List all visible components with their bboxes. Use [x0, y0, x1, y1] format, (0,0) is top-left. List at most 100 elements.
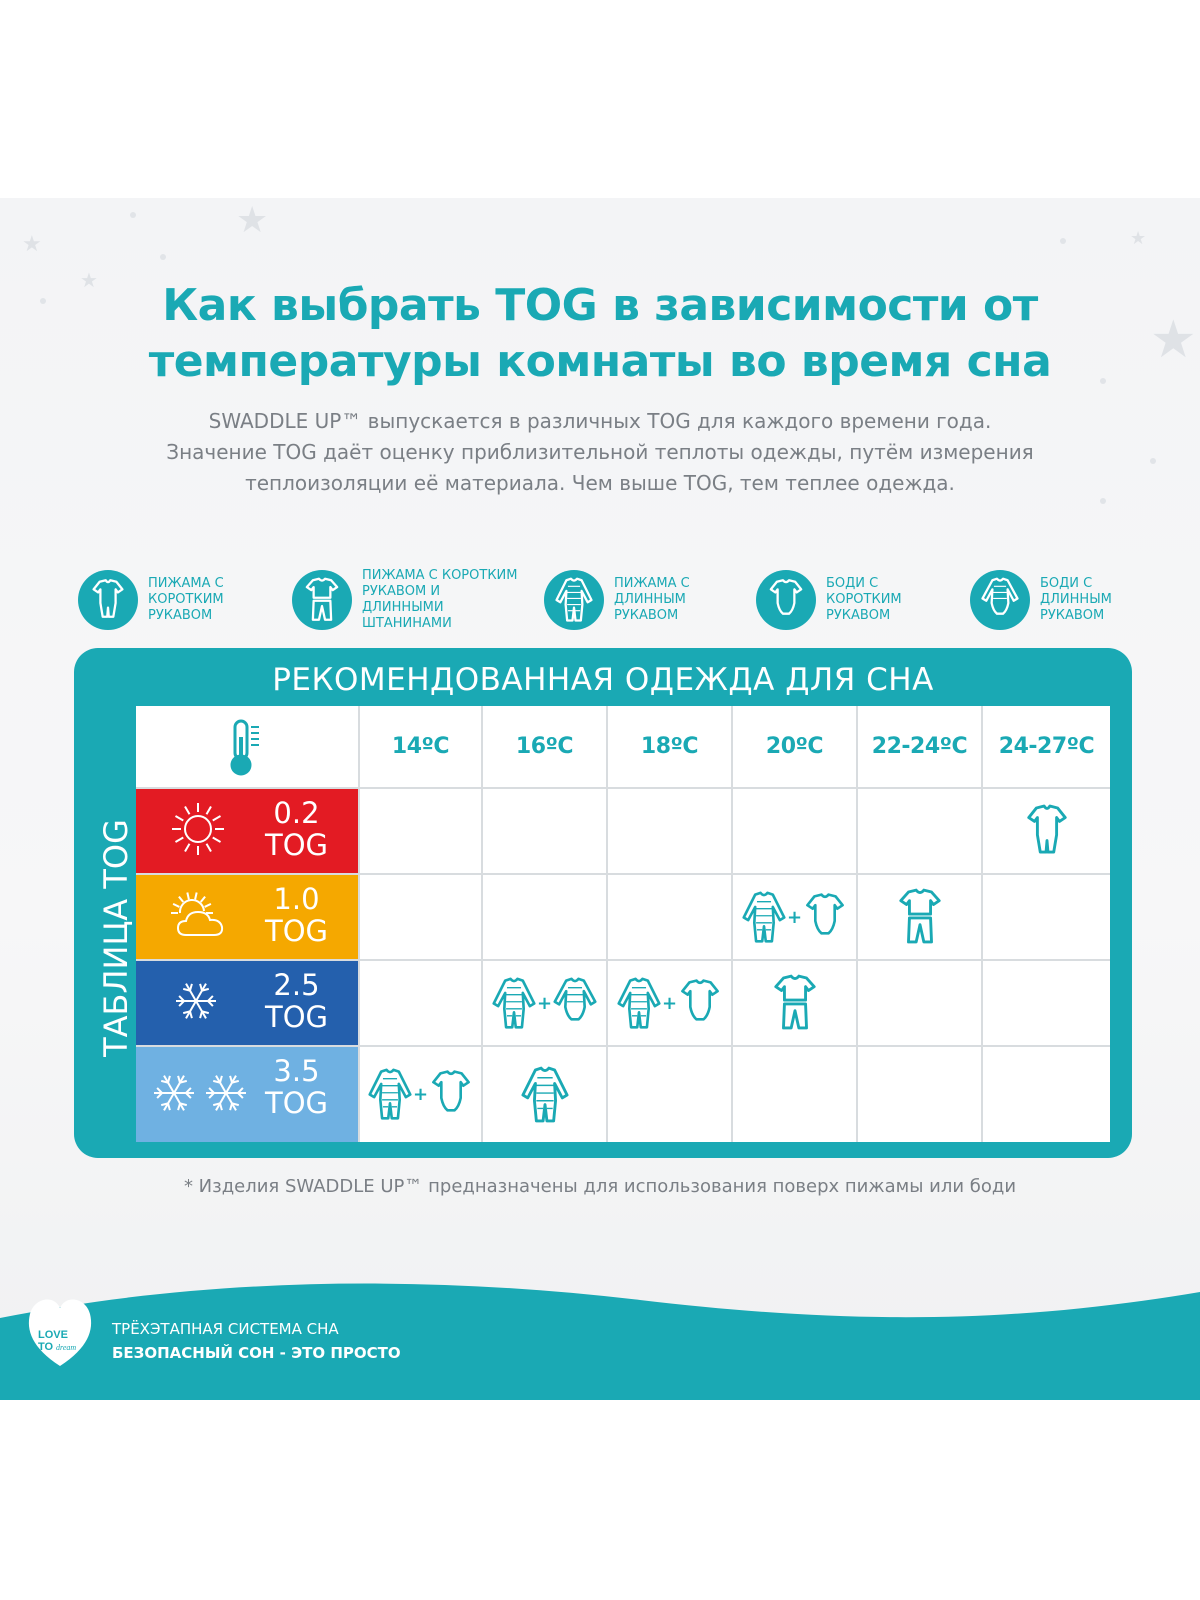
short-sleeve-romper-icon — [78, 570, 138, 630]
tog-value: 3.5 — [273, 1054, 320, 1088]
dot-decoration — [130, 212, 136, 218]
page-title: Как выбрать TOG в зависимости от темпера… — [0, 278, 1200, 390]
intro-line: SWADDLE UP™ выпускается в различных TOG … — [208, 409, 992, 433]
logo: LOVE TO dream — [28, 1299, 92, 1366]
legend-label-line: ШТАНИНАМИ — [362, 616, 452, 631]
short-sleeve-pyjama-set-icon — [771, 974, 819, 1032]
footnote: * Изделия SWADDLE UP™ предназначены для … — [183, 1176, 1017, 1197]
tog-value: 2.5 — [273, 968, 320, 1002]
tog-table-cell: + — [733, 875, 856, 959]
tog-table-cell — [360, 961, 481, 1045]
legend-label: ПИЖАМА С КОРОТКИМ РУКАВОМ И ДЛИННЫМИ ШТАНИН… — [362, 568, 518, 632]
tog-table-cell — [858, 875, 981, 959]
plus-sign: + — [661, 992, 678, 1014]
thermometer-icon — [230, 719, 259, 775]
tog-table-cell — [983, 789, 1110, 873]
temperature-header-cell: 16ºC — [483, 706, 606, 787]
long-sleeve-bodysuit-icon — [553, 977, 597, 1030]
legend-label-line: ПИЖАМА С — [148, 576, 224, 591]
tog-value-label: 1.0 TOG — [265, 883, 328, 947]
intro-text: SWADDLE UP™ выпускается в различных TOG … — [60, 406, 1140, 499]
long-sleeve-bodysuit-icon — [970, 570, 1030, 630]
tog-table-cell — [608, 789, 731, 873]
footer-slogan: БЕЗОПАСНЫЙ СОН - ЭТО ПРОСТО — [112, 1344, 401, 1362]
tog-table-cell — [983, 1047, 1110, 1142]
tog-row-header: 2.5 TOG — [136, 961, 358, 1045]
tog-unit: TOG — [264, 914, 328, 948]
legend-label-line: ДЛИННЫМ — [614, 592, 686, 607]
short-sleeve-romper-icon — [1023, 802, 1071, 860]
intro-line: Значение TOG даёт оценку приблизительной… — [166, 440, 1034, 464]
long-sleeve-sleepsuit-icon — [617, 977, 661, 1030]
legend-label: БОДИ С КОРОТКИМ РУКАВОМ — [826, 576, 902, 624]
tog-value-label: 3.5 TOG — [265, 1055, 328, 1119]
sun-icon — [168, 799, 228, 863]
legend-item: БОДИ С ДЛИННЫМ РУКАВОМ — [970, 562, 1112, 638]
legend-label-line: БОДИ С — [826, 576, 879, 591]
tog-table-cell — [858, 961, 981, 1045]
tog-table-cell — [858, 1047, 981, 1142]
temperature-header-cell: 22-24ºC — [858, 706, 981, 787]
tog-table-cell — [733, 789, 856, 873]
temperature-label: 24-27ºC — [998, 734, 1095, 759]
legend-label-line: ДЛИННЫМИ — [362, 600, 444, 615]
intro-line: теплоизоляции её материала. Чем выше TOG… — [245, 471, 955, 495]
plus-sign: + — [536, 992, 553, 1014]
long-sleeve-sleepsuit-icon — [544, 570, 604, 630]
dot-decoration — [1100, 498, 1106, 504]
tog-value: 1.0 — [273, 882, 320, 916]
poster: ★ ★ ★ ★ ★ Как выбрать TOG в зависимости … — [0, 198, 1200, 1400]
tog-table-cell — [608, 1047, 731, 1142]
panel-title: РЕКОМЕНДОВАННАЯ ОДЕЖДА ДЛЯ СНА — [272, 662, 934, 698]
temperature-header-cell: 24-27ºC — [983, 706, 1110, 787]
legend-label: ПИЖАМА С КОРОТКИМ РУКАВОМ — [148, 576, 224, 624]
long-sleeve-sleepsuit-icon — [742, 891, 786, 944]
legend-label-line: БОДИ С — [1040, 576, 1093, 591]
legend-label-line: РУКАВОМ — [826, 608, 891, 623]
tog-table-cell — [483, 875, 606, 959]
dot-decoration — [160, 254, 166, 260]
tog-table: 14ºC 16ºC 18ºC 20ºC 22-24ºC 24-27ºC 0.2 TOG 1.0 T… — [136, 706, 1110, 1142]
temperature-label: 16ºC — [515, 734, 574, 759]
star-icon: ★ — [1150, 310, 1197, 370]
dot-decoration — [40, 298, 46, 304]
tog-unit: TOG — [264, 1000, 328, 1034]
legend-label-line: РУКАВОМ — [148, 608, 213, 623]
plus-sign: + — [786, 906, 803, 928]
tog-table-cell — [733, 961, 856, 1045]
short-sleeve-bodysuit-icon — [429, 1068, 473, 1121]
legend-label: ПИЖАМА С ДЛИННЫМ РУКАВОМ — [614, 576, 690, 624]
snowflake-icon — [168, 973, 224, 1033]
tog-table-cell — [360, 875, 481, 959]
tog-table-cell — [983, 961, 1110, 1045]
long-sleeve-sleepsuit-icon — [368, 1068, 412, 1121]
legend-label-line: ДЛИННЫМ — [1040, 592, 1112, 607]
svg-text:dream: dream — [56, 1343, 76, 1352]
long-sleeve-sleepsuit-icon — [492, 977, 536, 1030]
star-icon: ★ — [80, 268, 98, 292]
legend-item: БОДИ С КОРОТКИМ РУКАВОМ — [756, 562, 902, 638]
legend-label: БОДИ С ДЛИННЫМ РУКАВОМ — [1040, 576, 1112, 624]
plus-sign: + — [412, 1084, 429, 1105]
temperature-header-cell: 20ºC — [733, 706, 856, 787]
legend-label-line: РУКАВОМ — [614, 608, 679, 623]
title-line: температуры комнаты во время сна — [148, 336, 1052, 387]
tog-table-cell: + — [360, 1047, 481, 1142]
tog-table-cell — [360, 789, 481, 873]
tog-unit: TOG — [264, 828, 328, 862]
tog-value-label: 2.5 TOG — [265, 969, 328, 1033]
temperature-label: 20ºC — [765, 734, 824, 759]
tog-table-cell — [483, 789, 606, 873]
tog-table-cell — [483, 1047, 606, 1142]
tog-row-header: 0.2 TOG — [136, 789, 358, 873]
short-sleeve-bodysuit-icon — [678, 977, 722, 1030]
tog-table-cell — [858, 789, 981, 873]
dot-decoration — [1060, 238, 1066, 244]
star-icon: ★ — [22, 232, 42, 257]
legend-label-line: КОРОТКИМ — [826, 592, 902, 607]
legend-label-line: ПИЖАМА С КОРОТКИМ — [362, 568, 518, 583]
tog-table-cell: + — [608, 961, 731, 1045]
footer-wave — [0, 1283, 1200, 1400]
title-line: Как выбрать TOG в зависимости от — [162, 280, 1038, 331]
star-icon: ★ — [1130, 228, 1147, 249]
